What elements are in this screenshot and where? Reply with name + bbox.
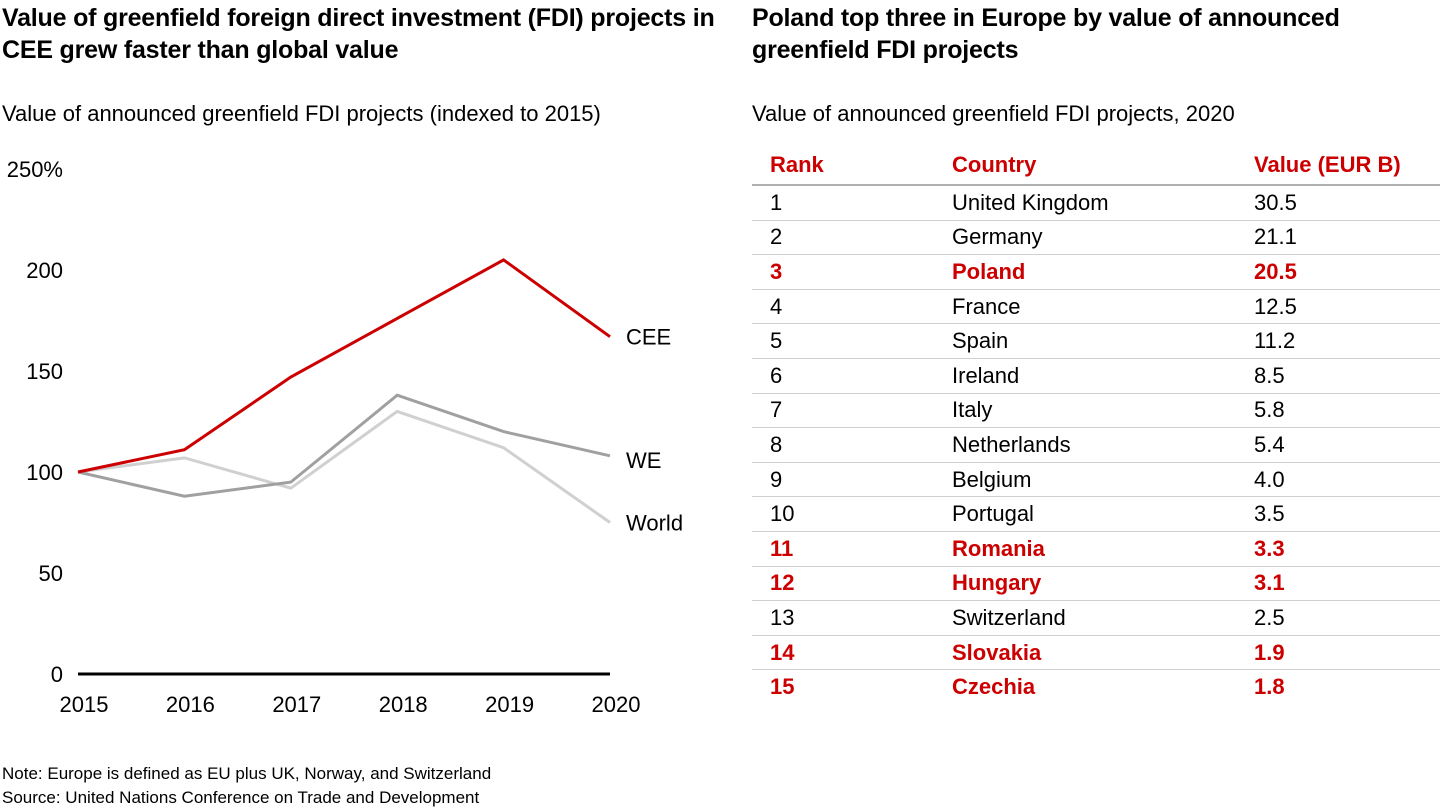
x-tick-label: 2015 bbox=[60, 692, 109, 717]
table-row: 10 Portugal 3.5 bbox=[752, 496, 1440, 532]
table-row: 4 France 12.5 bbox=[752, 289, 1440, 325]
footnotes: Note: Europe is defined as EU plus UK, N… bbox=[2, 762, 491, 810]
value-cell: 3.5 bbox=[1254, 496, 1440, 532]
table-row: 6 Ireland 8.5 bbox=[752, 358, 1440, 394]
rank-cell: 11 bbox=[752, 531, 952, 567]
country-cell: Romania bbox=[952, 531, 1254, 567]
table-header-row: Rank Country Value (EUR B) bbox=[752, 146, 1440, 186]
series-label-world: World bbox=[626, 511, 683, 536]
table-row: 15 Czechia 1.8 bbox=[752, 670, 1440, 704]
y-tick-label: 250% bbox=[7, 157, 63, 182]
value-cell: 2.5 bbox=[1254, 600, 1440, 636]
rank-cell: 7 bbox=[752, 393, 952, 429]
country-cell: Italy bbox=[952, 393, 1254, 429]
header-country: Country bbox=[952, 146, 1254, 186]
y-tick-label: 100 bbox=[26, 460, 63, 485]
rank-cell: 6 bbox=[752, 358, 952, 394]
rank-cell: 5 bbox=[752, 323, 952, 359]
country-cell: Netherlands bbox=[952, 427, 1254, 463]
left-chart-subtitle: Value of announced greenfield FDI projec… bbox=[2, 101, 601, 126]
table-row: 14 Slovakia 1.9 bbox=[752, 635, 1440, 671]
series-line-we bbox=[77, 393, 611, 498]
table-row: 11 Romania 3.3 bbox=[752, 531, 1440, 567]
table-row: 8 Netherlands 5.4 bbox=[752, 427, 1440, 463]
value-cell: 12.5 bbox=[1254, 289, 1440, 325]
right-table-title: Poland top three in Europe by value of a… bbox=[752, 4, 1340, 64]
table-row: 7 Italy 5.8 bbox=[752, 393, 1440, 429]
rank-cell: 8 bbox=[752, 427, 952, 463]
country-cell: France bbox=[952, 289, 1254, 325]
rank-cell: 12 bbox=[752, 566, 952, 602]
y-tick-label: 50 bbox=[39, 561, 63, 586]
country-cell: Germany bbox=[952, 220, 1254, 256]
series-label-we: WE bbox=[626, 448, 661, 473]
rank-cell: 9 bbox=[752, 462, 952, 498]
header-value: Value (EUR B) bbox=[1254, 146, 1440, 186]
rank-cell: 14 bbox=[752, 635, 952, 671]
value-cell: 5.4 bbox=[1254, 427, 1440, 463]
series-line-world bbox=[77, 409, 611, 524]
table-row: 2 Germany 21.1 bbox=[752, 220, 1440, 256]
y-tick-label: 150 bbox=[26, 359, 63, 384]
rank-cell: 10 bbox=[752, 496, 952, 532]
rank-cell: 3 bbox=[752, 254, 952, 290]
x-tick-label: 2020 bbox=[592, 692, 641, 717]
x-tick-label: 2019 bbox=[485, 692, 534, 717]
source-text: Source: United Nations Conference on Tra… bbox=[2, 788, 480, 807]
rank-cell: 4 bbox=[752, 289, 952, 325]
y-tick-label: 0 bbox=[51, 662, 63, 687]
series-line-cee bbox=[77, 258, 611, 474]
country-cell: Hungary bbox=[952, 566, 1254, 602]
value-cell: 21.1 bbox=[1254, 220, 1440, 256]
x-tick-label: 2017 bbox=[272, 692, 321, 717]
value-cell: 20.5 bbox=[1254, 254, 1440, 290]
country-cell: Portugal bbox=[952, 496, 1254, 532]
country-cell: Ireland bbox=[952, 358, 1254, 394]
rank-cell: 13 bbox=[752, 600, 952, 636]
value-cell: 5.8 bbox=[1254, 393, 1440, 429]
rank-cell: 2 bbox=[752, 220, 952, 256]
country-cell: Poland bbox=[952, 254, 1254, 290]
table-row: 12 Hungary 3.1 bbox=[752, 566, 1440, 602]
line-chart: 0 50 100 150 200 250% 2015 2016 2017 2018 2019 2020… bbox=[7, 157, 683, 717]
ranking-table: Rank Country Value (EUR B) 1 United Kingd… bbox=[752, 146, 1440, 704]
country-cell: Belgium bbox=[952, 462, 1254, 498]
table-row: 3 Poland 20.5 bbox=[752, 254, 1440, 290]
x-tick-label: 2018 bbox=[379, 692, 428, 717]
table-row: 5 Spain 11.2 bbox=[752, 323, 1440, 359]
country-cell: Czechia bbox=[952, 674, 1036, 700]
rank-cell: 1 bbox=[752, 185, 952, 221]
value-cell: 8.5 bbox=[1254, 358, 1440, 394]
left-chart-title: Value of greenfield foreign direct inves… bbox=[2, 4, 715, 64]
value-cell: 11.2 bbox=[1254, 323, 1440, 359]
value-cell: 30.5 bbox=[1254, 185, 1440, 221]
value-cell: 3.3 bbox=[1254, 531, 1440, 567]
table-row: 1 United Kingdom 30.5 bbox=[752, 185, 1440, 221]
header-rank: Rank bbox=[752, 146, 952, 186]
value-cell: 4.0 bbox=[1254, 462, 1440, 498]
country-cell: Slovakia bbox=[952, 635, 1254, 671]
table-row: 9 Belgium 4.0 bbox=[752, 462, 1440, 498]
right-table-subtitle: Value of announced greenfield FDI projec… bbox=[752, 101, 1235, 126]
table-row: 13 Switzerland 2.5 bbox=[752, 600, 1440, 636]
note-text: Note: Europe is defined as EU plus UK, N… bbox=[2, 764, 492, 783]
rank-cell: 15 bbox=[770, 674, 795, 700]
country-cell: Spain bbox=[952, 323, 1254, 359]
x-tick-label: 2016 bbox=[166, 692, 215, 717]
country-cell: United Kingdom bbox=[952, 185, 1254, 221]
series-label-cee: CEE bbox=[626, 325, 671, 350]
value-cell: 1.8 bbox=[1254, 674, 1285, 700]
y-tick-label: 200 bbox=[26, 258, 63, 283]
value-cell: 3.1 bbox=[1254, 566, 1440, 602]
country-cell: Switzerland bbox=[952, 600, 1254, 636]
value-cell: 1.9 bbox=[1254, 635, 1440, 671]
